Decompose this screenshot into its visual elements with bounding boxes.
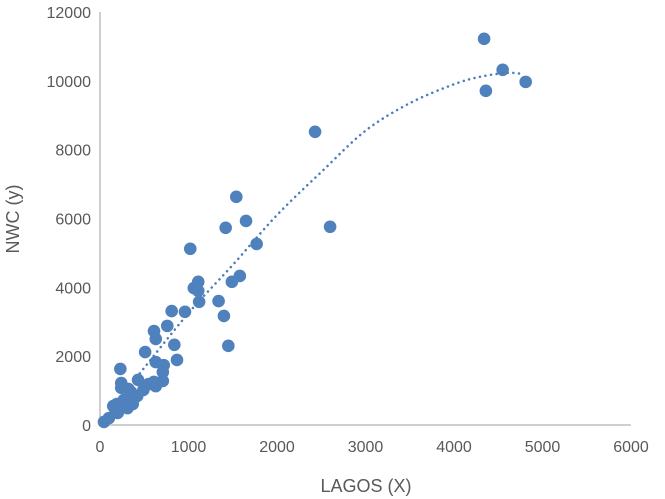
x-tick-label: 1000 <box>171 439 207 456</box>
data-point <box>165 304 178 318</box>
data-point <box>149 332 163 346</box>
data-point <box>219 221 232 235</box>
data-point <box>138 345 152 359</box>
y-axis-label: NWC (y) <box>3 185 23 254</box>
y-tick-label: 0 <box>82 418 91 435</box>
data-point <box>479 84 493 98</box>
y-tick-label: 8000 <box>55 143 91 160</box>
x-tick-label: 2000 <box>259 439 295 456</box>
data-point <box>225 275 239 289</box>
data-point <box>106 399 120 413</box>
data-point <box>323 220 337 234</box>
data-point <box>496 63 509 77</box>
data-point <box>212 294 225 308</box>
y-tick-label: 4000 <box>55 280 91 297</box>
data-point <box>229 190 243 204</box>
x-tick-label: 6000 <box>613 439 649 456</box>
y-tick-label: 12000 <box>47 5 92 22</box>
data-point <box>160 319 174 333</box>
data-point <box>519 75 532 89</box>
y-tick-label: 10000 <box>47 74 92 91</box>
x-tick-label: 3000 <box>348 439 384 456</box>
data-point <box>477 32 491 46</box>
data-point <box>308 125 322 139</box>
data-point <box>239 214 253 228</box>
data-point <box>178 305 192 319</box>
data-point <box>168 338 181 352</box>
x-axis-label: LAGOS (X) <box>320 476 411 496</box>
x-tick-label: 0 <box>96 439 105 456</box>
data-point <box>191 284 205 298</box>
y-tick-label: 2000 <box>55 349 91 366</box>
y-tick-label: 6000 <box>55 212 91 229</box>
data-point <box>250 237 263 251</box>
data-point <box>126 397 140 411</box>
data-point <box>131 373 145 387</box>
data-point <box>97 415 111 429</box>
data-point <box>192 295 206 309</box>
data-point <box>114 362 127 376</box>
data-point <box>217 309 231 323</box>
data-point <box>170 353 184 367</box>
data-point <box>183 242 197 256</box>
data-point <box>149 379 163 393</box>
data-point <box>156 365 170 379</box>
data-point <box>222 339 235 353</box>
x-tick-label: 4000 <box>436 439 472 456</box>
x-tick-label: 5000 <box>525 439 561 456</box>
